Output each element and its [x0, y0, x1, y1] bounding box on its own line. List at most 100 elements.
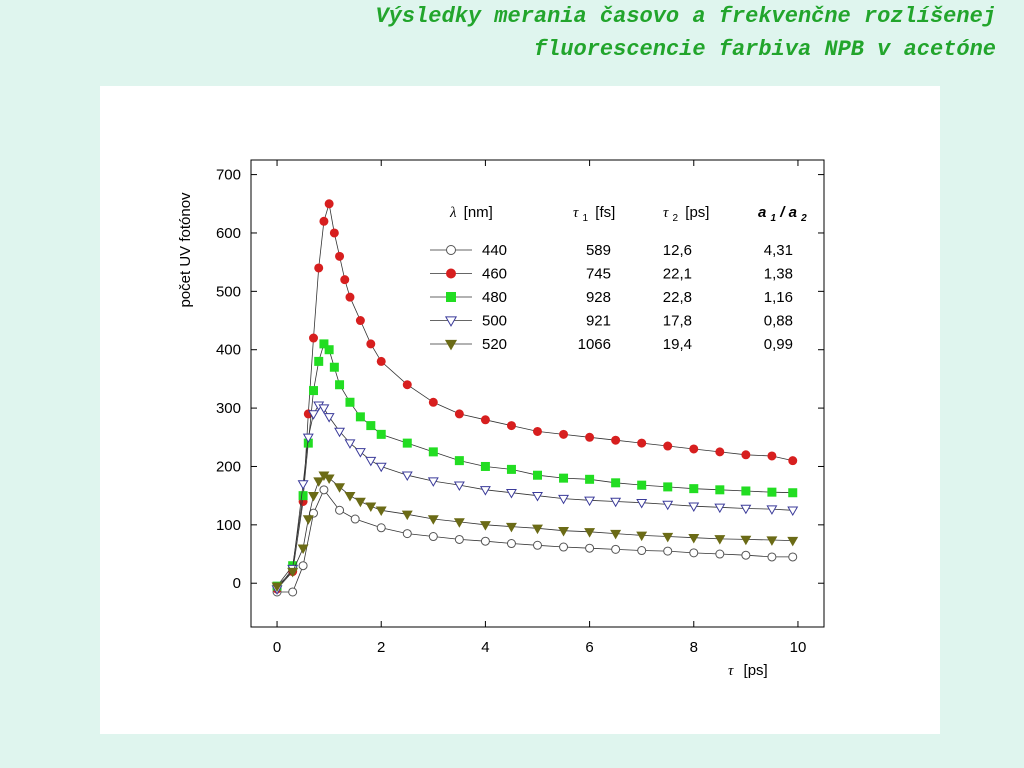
data-point — [375, 506, 387, 517]
data-point — [787, 506, 799, 517]
legend-row-460: 460 745 22,1 1,38 — [430, 266, 793, 283]
y-tick-label: 300 — [216, 400, 241, 417]
slide-title: Výsledky merania časovo a frekvenčne roz… — [375, 0, 996, 66]
legend-marker — [444, 316, 458, 327]
data-point — [506, 464, 516, 474]
data-point — [309, 333, 319, 343]
legend-ratio: 1,16 — [764, 289, 793, 306]
legend-marker — [446, 245, 456, 255]
legend-tau1: 1066 — [578, 336, 611, 353]
y-tick-label: 400 — [216, 342, 241, 359]
data-point — [688, 533, 700, 544]
data-point — [767, 451, 777, 461]
data-point — [637, 438, 647, 448]
data-point — [741, 550, 751, 560]
legend-lambda: 520 — [482, 336, 507, 353]
legend-ratio: 0,99 — [764, 336, 793, 353]
series-480 — [272, 339, 798, 591]
legend-ratio: 1,38 — [764, 266, 793, 283]
legend-tau2: 19,4 — [663, 336, 692, 353]
slide-title-line-1: Výsledky merania časovo a frekvenčne roz… — [375, 4, 996, 29]
data-point — [637, 480, 647, 490]
data-point — [335, 251, 345, 261]
data-point — [376, 356, 386, 366]
data-point — [714, 503, 726, 514]
x-tick-label: 4 — [481, 639, 489, 656]
legend: λ [nm] τ 1 [fs] τ 2 [ps] a 1 / a 2 440 58… — [430, 204, 807, 353]
data-point — [663, 546, 673, 556]
series-460 — [272, 199, 798, 594]
data-point — [344, 439, 356, 449]
data-point — [453, 481, 465, 491]
plot-area-frame — [250, 159, 825, 628]
legend-header-lambda: λ [nm] — [449, 204, 493, 221]
legend-ratio: 0,88 — [764, 313, 793, 330]
legend-tau1: 921 — [586, 313, 611, 330]
data-point — [324, 199, 334, 209]
data-point — [365, 456, 377, 467]
data-point — [662, 532, 674, 543]
data-point — [453, 518, 465, 528]
legend-tau1: 928 — [586, 289, 611, 306]
series-line — [276, 343, 793, 587]
data-point — [610, 529, 622, 540]
fluorescence-chart: 0 100 200 300 400 500 600 700 0 2 4 6 8 10 počet UV … — [177, 159, 825, 679]
legend-header-ratio: a 1 / a 2 — [758, 204, 807, 225]
legend-marker — [446, 268, 456, 279]
data-point — [324, 345, 334, 355]
data-point — [329, 228, 339, 238]
series-520 — [271, 471, 799, 592]
legend-ratio: 4,31 — [764, 242, 793, 259]
legend-row-440: 440 589 12,6 4,31 — [430, 242, 793, 259]
data-point — [611, 544, 621, 554]
legend-tau2: 22,8 — [663, 289, 692, 306]
data-point — [636, 531, 648, 542]
data-point — [585, 543, 595, 553]
data-point — [480, 415, 490, 425]
data-point — [558, 526, 570, 537]
data-point — [402, 529, 412, 539]
y-axis-title: počet UV fotónov — [177, 192, 194, 308]
data-point — [427, 477, 439, 487]
data-point — [663, 441, 673, 451]
legend-lambda: 440 — [482, 242, 507, 259]
data-point — [715, 447, 725, 457]
legend-header-tau2: τ 2 [ps] — [663, 204, 709, 225]
chart-panel: 0 100 200 300 400 500 600 700 0 2 4 6 8 10 počet UV … — [100, 86, 940, 734]
data-point — [559, 542, 569, 552]
data-point — [428, 447, 438, 457]
y-tick-label: 600 — [216, 225, 241, 242]
data-point — [506, 539, 516, 549]
y-tick-label: 200 — [216, 458, 241, 475]
data-point — [532, 491, 543, 502]
legend-row-480: 480 928 22,8 1,16 — [430, 289, 793, 306]
x-axis-title: τ [ps] — [728, 662, 768, 679]
legend-lambda: 480 — [482, 289, 507, 306]
data-point — [689, 548, 699, 558]
data-point — [350, 514, 360, 524]
data-point — [787, 536, 799, 547]
data-point — [714, 535, 726, 545]
data-point — [344, 491, 356, 502]
data-point — [401, 471, 413, 482]
data-point — [365, 502, 377, 512]
data-point — [427, 515, 439, 525]
data-point — [788, 456, 798, 466]
x-axis-title-symbol: τ — [728, 663, 734, 679]
data-point — [402, 380, 412, 390]
y-tick-label: 100 — [216, 517, 241, 534]
data-point — [354, 448, 366, 458]
x-tick-label: 0 — [273, 639, 281, 656]
data-point — [287, 567, 299, 578]
legend-lambda: 460 — [482, 266, 507, 283]
data-point — [611, 435, 621, 445]
data-point — [505, 522, 517, 533]
series-line — [276, 203, 793, 590]
data-point — [318, 404, 330, 414]
data-point — [366, 339, 376, 349]
data-point — [637, 546, 647, 556]
data-point — [302, 433, 314, 444]
data-point — [313, 477, 325, 487]
data-point — [558, 494, 570, 505]
data-point — [428, 397, 438, 407]
